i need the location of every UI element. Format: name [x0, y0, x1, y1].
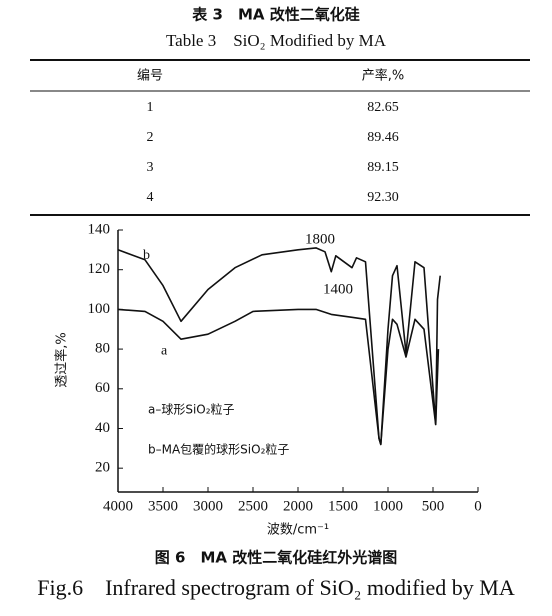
figure-caption-cn: 图 6 MA 改性二氧化硅红外光谱图 [155, 549, 397, 567]
table-cell: 3 [147, 160, 154, 175]
spectrum-line [117, 247, 441, 446]
table: 编号 产率,% 1 82.65 2 89.46 3 89.15 4 92.30 [137, 68, 404, 206]
x-tick-label: 500 [422, 498, 445, 514]
table-cell: 1 [147, 100, 154, 115]
x-axis-title: 波数/cm⁻¹ [267, 523, 329, 538]
x-tick-label: 2000 [283, 498, 313, 514]
chart: 20 40 60 80 100 120 140 4000 3500 3000 2500 2000 150… [54, 221, 482, 537]
table-title-cn: 表 3 MA 改性二氧化硅 [192, 6, 359, 24]
x-tick-label: 4000 [103, 498, 133, 514]
table-cell: 82.65 [367, 100, 399, 115]
x-tick-label: 2500 [238, 498, 268, 514]
series-label: b [143, 248, 150, 263]
series-label: a [161, 343, 168, 358]
table-cell: 4 [147, 190, 154, 205]
annotation: 1800 [305, 231, 335, 247]
table-cell: 2 [147, 130, 154, 145]
y-tick-label: 100 [88, 301, 111, 317]
y-tick-label: 80 [95, 341, 110, 357]
y-tick-label: 120 [88, 261, 111, 277]
table-header: 编号 [137, 69, 163, 84]
y-tick-label: 60 [95, 380, 110, 396]
table-cell: 89.46 [367, 130, 399, 145]
y-tick-label: 40 [95, 420, 110, 436]
spectrum-line [117, 308, 440, 446]
y-axis-title: 透过率,% [54, 332, 70, 388]
annotation: a–球形SiO₂粒子 [148, 402, 235, 417]
y-tick-label: 20 [95, 460, 110, 476]
table-title-en: Table 3 SiO₂ Modified by MA [166, 31, 387, 50]
annotation: 1400 [323, 281, 353, 297]
table-cell: 89.15 [367, 160, 399, 175]
y-tick-label: 140 [88, 221, 111, 237]
x-tick-label: 1000 [373, 498, 403, 514]
figure-caption-en: Fig.6 Infrared spectrogram of SiO₂ modif… [37, 575, 515, 600]
x-tick-label: 1500 [328, 498, 358, 514]
x-tick-label: 3500 [148, 498, 178, 514]
x-tick-label: 3000 [193, 498, 223, 514]
annotation: b–MA包覆的球形SiO₂粒子 [148, 442, 289, 457]
table-cell: 92.30 [367, 190, 399, 205]
table-header: 产率,% [362, 68, 405, 84]
x-tick-label: 0 [474, 498, 482, 514]
